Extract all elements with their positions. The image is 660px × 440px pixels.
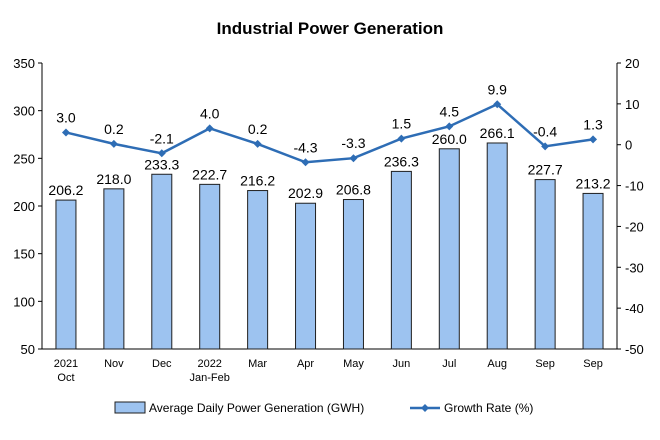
bar-value-label: 227.7 <box>528 162 563 178</box>
growth-value-label: -3.3 <box>341 135 365 151</box>
bar <box>295 202 317 350</box>
growth-value-label: 1.5 <box>392 116 412 132</box>
bar <box>103 188 125 350</box>
growth-value-label: 0.2 <box>104 121 124 137</box>
bar-value-label: 206.8 <box>336 182 371 198</box>
left-axis: 50 100 150 200 250 300 350 <box>13 56 617 357</box>
bar <box>390 170 412 350</box>
left-tick-label: 350 <box>13 56 35 71</box>
bars <box>55 142 604 350</box>
bar-value-label: 233.3 <box>144 156 179 172</box>
left-tick-label: 150 <box>13 247 35 262</box>
category-label: May <box>343 358 364 370</box>
category-labels: 2021 Oct Nov Dec 2022 Jan-Feb Mar Apr May Jun Jul A… <box>54 358 603 384</box>
growth-point <box>301 158 310 167</box>
right-tick-label: 10 <box>625 97 639 112</box>
bar-value-label: 202.9 <box>288 185 323 201</box>
growth-point <box>61 128 70 137</box>
bar <box>534 179 556 350</box>
growth-line <box>61 100 598 167</box>
chart-title: Industrial Power Generation <box>217 19 444 38</box>
category-label: Nov <box>104 358 124 370</box>
legend-line-label: Growth Rate (%) <box>444 401 533 415</box>
growth-line-path <box>65 102 594 164</box>
bar <box>55 199 77 350</box>
right-tick-label: -50 <box>625 342 644 357</box>
growth-value-label: 4.5 <box>440 103 460 119</box>
left-tick-label: 100 <box>13 294 35 309</box>
right-tick-label: 0 <box>625 138 632 153</box>
growth-value-label: 4.0 <box>200 105 220 121</box>
line-labels: 3.0 0.2 -2.1 4.0 0.2 -4.3 -3.3 1.5 4.5 9.9 -0.4 1.3 <box>56 81 603 155</box>
bar <box>486 142 508 350</box>
bar-value-label: 206.2 <box>48 182 83 198</box>
right-tick-label: -30 <box>625 260 644 275</box>
growth-value-label: -4.3 <box>293 139 317 155</box>
bar-value-label: 213.2 <box>576 175 611 191</box>
bar-value-label: 236.3 <box>384 153 419 169</box>
category-label: Sep <box>535 358 555 370</box>
growth-value-label: 0.2 <box>248 121 268 137</box>
right-tick-label: -10 <box>625 179 644 194</box>
growth-point <box>493 100 502 109</box>
legend-bar-label: Average Daily Power Generation (GWH) <box>149 401 364 415</box>
bar <box>199 183 221 350</box>
category-label: Aug <box>487 358 507 370</box>
category-label: Mar <box>248 358 267 370</box>
growth-point <box>253 139 262 148</box>
bar-value-label: 216.2 <box>240 173 275 189</box>
bar <box>151 173 173 350</box>
growth-value-label: -2.1 <box>150 130 174 146</box>
left-tick-label: 250 <box>13 151 35 166</box>
growth-value-label: 3.0 <box>56 109 76 125</box>
growth-point <box>349 154 358 163</box>
growth-point <box>109 139 118 148</box>
left-tick-label: 300 <box>13 104 35 119</box>
bar-value-label: 260.0 <box>432 131 467 147</box>
growth-value-label: 9.9 <box>487 81 507 97</box>
legend-bar-swatch <box>114 401 146 414</box>
growth-point <box>541 142 550 151</box>
bar-value-label: 218.0 <box>96 171 131 187</box>
legend: Average Daily Power Generation (GWH) Gro… <box>114 401 533 415</box>
bar <box>582 192 604 350</box>
category-label: 2022 <box>197 358 221 370</box>
category-label: Jun <box>393 358 411 370</box>
bar <box>438 148 460 350</box>
category-label: Apr <box>297 358 314 370</box>
growth-point <box>205 124 214 133</box>
bar-labels: 206.2 218.0 233.3 222.7 216.2 202.9 206.8 236.3… <box>48 125 610 201</box>
category-label: Oct <box>57 372 74 384</box>
growth-point <box>445 122 454 131</box>
growth-point <box>397 134 406 143</box>
category-label: Sep <box>583 358 603 370</box>
bar-value-label: 266.1 <box>480 125 515 141</box>
category-label: 2021 <box>54 358 78 370</box>
bar <box>342 199 364 350</box>
bar-value-label: 222.7 <box>192 166 227 182</box>
left-tick-label: 200 <box>13 199 35 214</box>
category-label: Jan-Feb <box>190 372 230 384</box>
right-tick-label: -20 <box>625 219 644 234</box>
right-tick-label: -40 <box>625 301 644 316</box>
right-tick-label: 20 <box>625 56 639 71</box>
category-label: Dec <box>152 358 172 370</box>
growth-point <box>589 135 598 144</box>
growth-value-label: -0.4 <box>533 123 557 139</box>
growth-point <box>157 149 166 158</box>
bar <box>247 190 269 350</box>
left-tick-label: 50 <box>21 342 35 357</box>
category-label: Jul <box>442 358 456 370</box>
right-axis: -50 -40 -30 -20 -10 0 10 20 <box>616 56 644 357</box>
growth-value-label: 1.3 <box>583 116 603 132</box>
legend-line-marker <box>421 404 429 412</box>
